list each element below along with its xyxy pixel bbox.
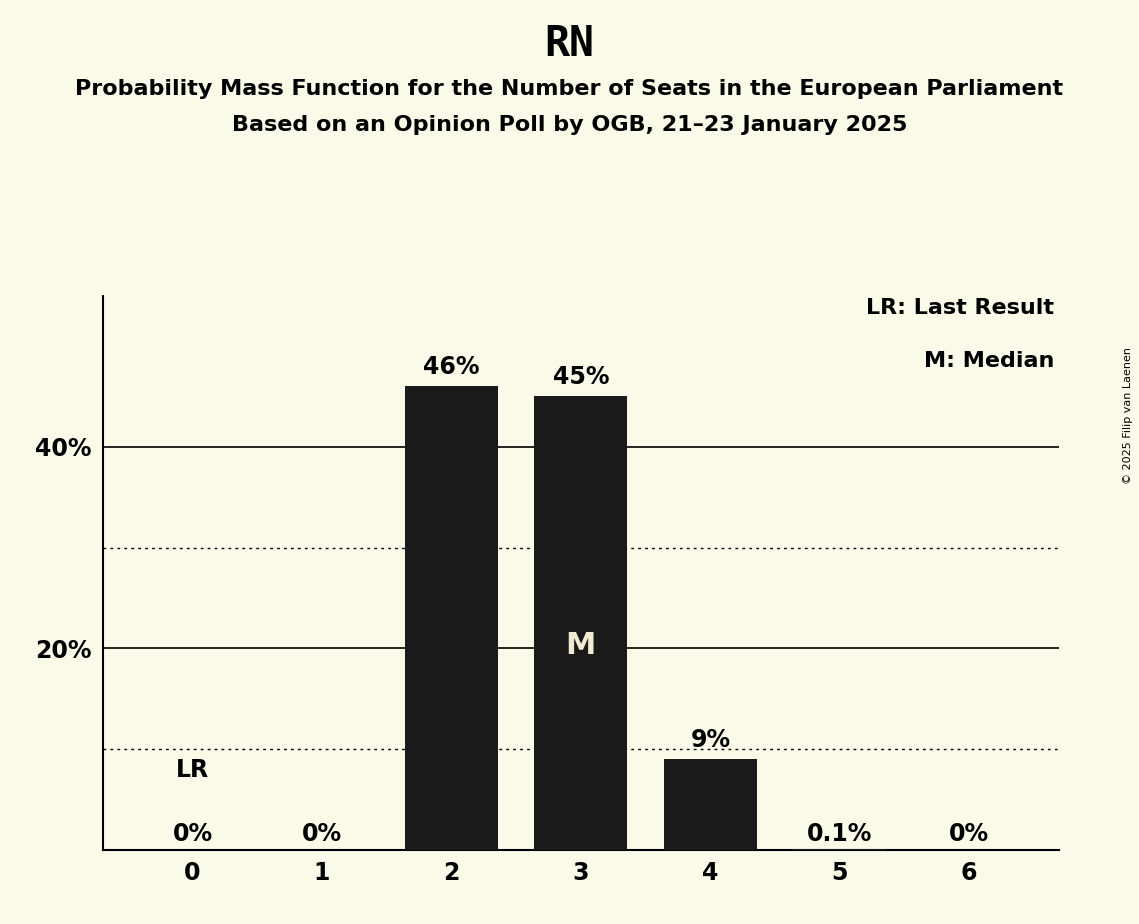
Text: Based on an Opinion Poll by OGB, 21–23 January 2025: Based on an Opinion Poll by OGB, 21–23 J… <box>232 115 907 135</box>
Text: Probability Mass Function for the Number of Seats in the European Parliament: Probability Mass Function for the Number… <box>75 79 1064 99</box>
Bar <box>793 849 886 850</box>
Text: 45%: 45% <box>552 365 609 389</box>
Text: 9%: 9% <box>690 728 730 752</box>
Bar <box>534 396 628 850</box>
Text: 0.1%: 0.1% <box>808 822 872 846</box>
Text: 0%: 0% <box>302 822 342 846</box>
Text: LR: LR <box>177 758 210 782</box>
Text: LR: Last Result: LR: Last Result <box>867 298 1055 319</box>
Text: 46%: 46% <box>424 356 480 380</box>
Text: RN: RN <box>544 23 595 65</box>
Text: 0%: 0% <box>172 822 213 846</box>
Bar <box>404 386 498 850</box>
Text: 0%: 0% <box>949 822 990 846</box>
Text: M: M <box>566 631 596 661</box>
Text: M: Median: M: Median <box>924 351 1055 371</box>
Text: © 2025 Filip van Laenen: © 2025 Filip van Laenen <box>1123 347 1133 484</box>
Bar <box>664 760 757 850</box>
